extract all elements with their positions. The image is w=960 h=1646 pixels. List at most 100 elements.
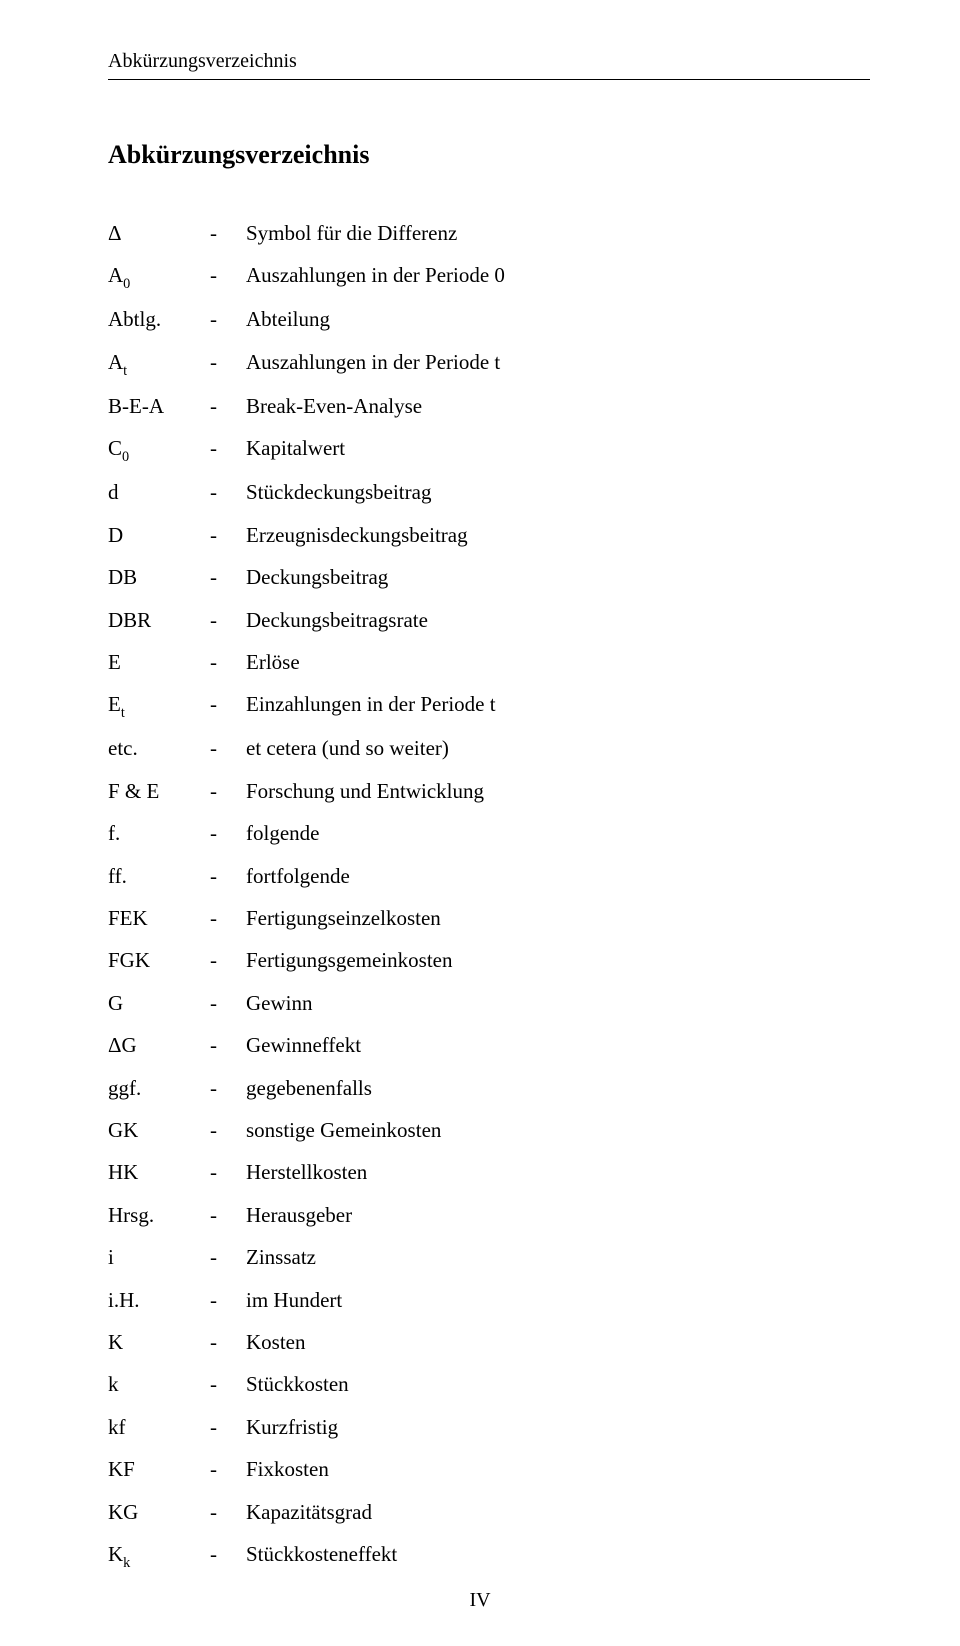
abbr-definition: Herstellkosten [246,1151,870,1193]
abbr-term: ff. [108,855,210,897]
abbr-term: HK [108,1151,210,1193]
abbr-definition: folgende [246,812,870,854]
abbr-row: G-Gewinn [108,982,870,1024]
abbr-definition: Kapitalwert [246,427,870,471]
abbr-term: i.H. [108,1279,210,1321]
abbr-term: KG [108,1491,210,1533]
abbr-definition: Kapazitätsgrad [246,1491,870,1533]
abbr-definition: sonstige Gemeinkosten [246,1109,870,1151]
abbr-definition: Erlöse [246,641,870,683]
abbr-term: Hrsg. [108,1194,210,1236]
abbr-dash: - [210,1067,246,1109]
abbr-term: etc. [108,727,210,769]
abbr-row: K-Kosten [108,1321,870,1363]
abbr-definition: Forschung und Entwicklung [246,770,870,812]
abbr-row: f.-folgende [108,812,870,854]
abbr-dash: - [210,939,246,981]
abbr-definition: Herausgeber [246,1194,870,1236]
abbr-term: ggf. [108,1067,210,1109]
abbr-row: KG-Kapazitätsgrad [108,1491,870,1533]
abbr-definition: et cetera (und so weiter) [246,727,870,769]
abbr-term: d [108,471,210,513]
abbr-term: C0 [108,427,210,471]
abbr-term: At [108,341,210,385]
abbr-dash: - [210,1109,246,1151]
abbr-row: ggf.-gegebenenfalls [108,1067,870,1109]
abbr-row: k-Stückkosten [108,1363,870,1405]
abbr-row: DBR-Deckungsbeitragsrate [108,599,870,641]
abbr-dash: - [210,556,246,598]
abbr-definition: Deckungsbeitragsrate [246,599,870,641]
abbr-definition: Stückkosten [246,1363,870,1405]
abbr-term: i [108,1236,210,1278]
abbr-dash: - [210,1533,246,1577]
abbr-dash: - [210,385,246,427]
abbr-row: Hrsg.-Herausgeber [108,1194,870,1236]
abbreviations-table: Δ-Symbol für die DifferenzA0-Auszahlunge… [108,212,870,1577]
abbr-definition: im Hundert [246,1279,870,1321]
abbr-term: D [108,514,210,556]
abbr-row: kf-Kurzfristig [108,1406,870,1448]
abbr-dash: - [210,812,246,854]
abbr-definition: Stückdeckungsbeitrag [246,471,870,513]
abbr-term: DBR [108,599,210,641]
page-number: IV [469,1589,490,1612]
abbr-row: Abtlg.-Abteilung [108,298,870,340]
abbr-dash: - [210,1024,246,1066]
abbr-definition: Fertigungsgemeinkosten [246,939,870,981]
abbr-dash: - [210,855,246,897]
abbr-row: E-Erlöse [108,641,870,683]
abbr-row: i.H.-im Hundert [108,1279,870,1321]
abbr-row: D-Erzeugnisdeckungsbeitrag [108,514,870,556]
abbr-definition: Abteilung [246,298,870,340]
abbr-dash: - [210,1151,246,1193]
abbr-dash: - [210,1406,246,1448]
page-title: Abkürzungsverzeichnis [108,140,870,170]
abbr-dash: - [210,683,246,727]
abbr-term: Abtlg. [108,298,210,340]
abbr-term: f. [108,812,210,854]
abbr-dash: - [210,1363,246,1405]
abbr-definition: Gewinneffekt [246,1024,870,1066]
abbr-row: ΔG-Gewinneffekt [108,1024,870,1066]
abbr-dash: - [210,1448,246,1490]
abbr-term: B-E-A [108,385,210,427]
abbr-definition: Fertigungseinzelkosten [246,897,870,939]
abbr-row: i-Zinssatz [108,1236,870,1278]
abbr-term: Et [108,683,210,727]
abbr-dash: - [210,1194,246,1236]
abbr-definition: Gewinn [246,982,870,1024]
abbr-row: FEK-Fertigungseinzelkosten [108,897,870,939]
abbr-dash: - [210,1236,246,1278]
header-rule [108,79,870,80]
abbr-definition: Erzeugnisdeckungsbeitrag [246,514,870,556]
abbr-term: ΔG [108,1024,210,1066]
abbr-dash: - [210,471,246,513]
abbr-definition: Deckungsbeitrag [246,556,870,598]
abbr-definition: Auszahlungen in der Periode 0 [246,254,870,298]
abbr-term: KF [108,1448,210,1490]
abbr-term: Kk [108,1533,210,1577]
abbr-row: DB-Deckungsbeitrag [108,556,870,598]
abbr-row: ff.-fortfolgende [108,855,870,897]
abbr-term: G [108,982,210,1024]
abbr-definition: Einzahlungen in der Periode t [246,683,870,727]
abbr-row: Δ-Symbol für die Differenz [108,212,870,254]
abbr-definition: fortfolgende [246,855,870,897]
abbr-term: E [108,641,210,683]
abbr-term: F & E [108,770,210,812]
abbr-row: B-E-A-Break-Even-Analyse [108,385,870,427]
abbr-dash: - [210,1491,246,1533]
abbr-row: GK-sonstige Gemeinkosten [108,1109,870,1151]
abbr-dash: - [210,1279,246,1321]
abbr-row: F & E-Forschung und Entwicklung [108,770,870,812]
abbr-dash: - [210,212,246,254]
abbr-dash: - [210,641,246,683]
abbr-term: FGK [108,939,210,981]
abbr-term: k [108,1363,210,1405]
abbr-row: d-Stückdeckungsbeitrag [108,471,870,513]
running-header: Abkürzungsverzeichnis [108,50,870,73]
abbr-term: GK [108,1109,210,1151]
abbr-row: C0-Kapitalwert [108,427,870,471]
abbr-definition: gegebenenfalls [246,1067,870,1109]
